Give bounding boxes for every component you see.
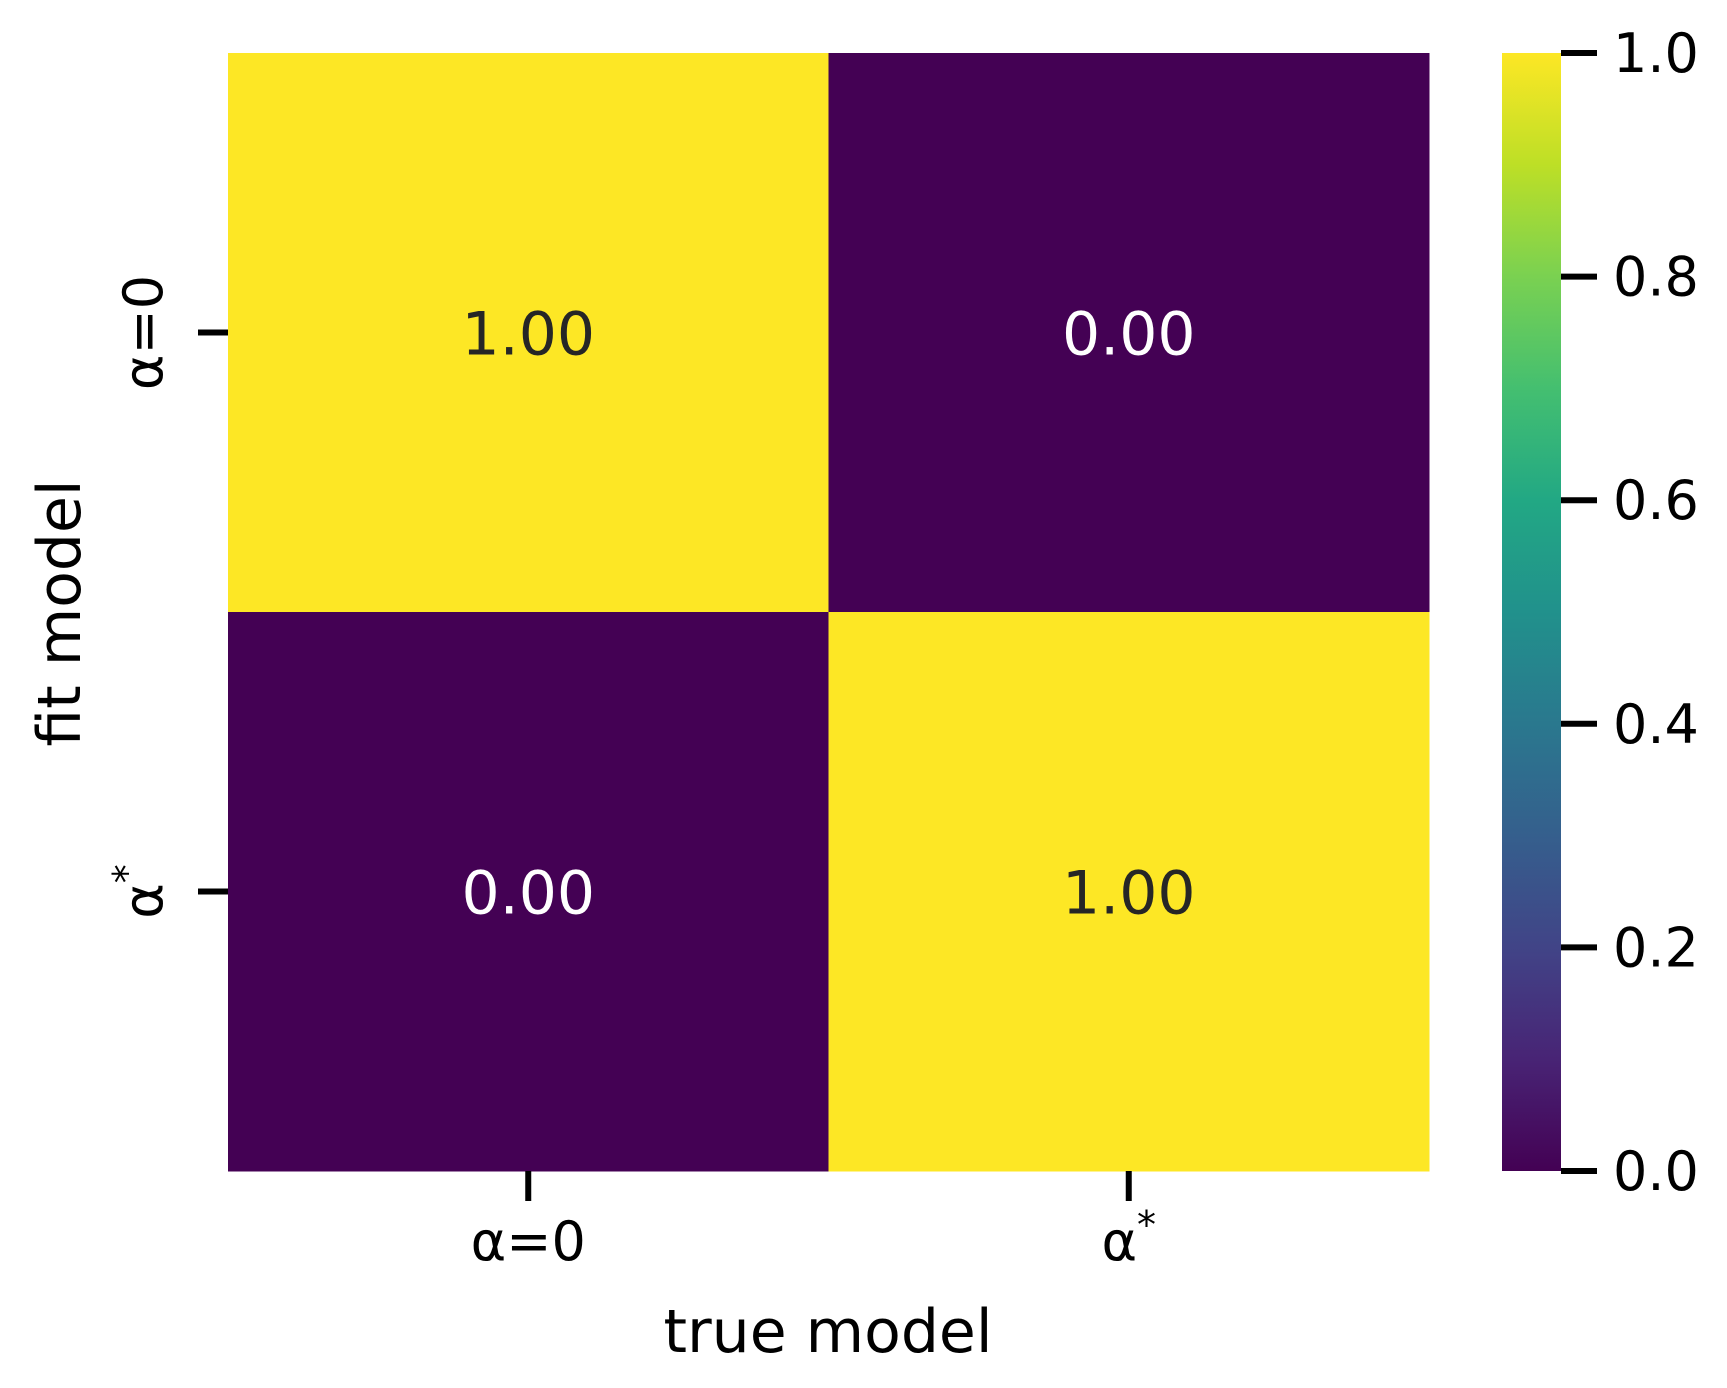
y-axis-title: fit model xyxy=(25,479,95,746)
x-tick-label: α=0 xyxy=(471,1210,586,1273)
colorbar xyxy=(1502,53,1561,1171)
colorbar-tick-label: 0.4 xyxy=(1613,693,1699,756)
heatmap-cells xyxy=(228,53,1430,1172)
x-axis-title: true model xyxy=(663,1297,992,1367)
colorbar-ticks: 0.0 0.2 0.4 0.6 0.8 1.0 xyxy=(1561,22,1699,1203)
colorbar-tick-label: 1.0 xyxy=(1613,22,1699,85)
y-axis-ticks: α=0 α* xyxy=(105,275,228,919)
cell-value-label: 0.00 xyxy=(461,859,595,929)
colorbar-tick-label: 0.6 xyxy=(1613,469,1699,532)
x-tick-label: α* xyxy=(1101,1203,1156,1273)
colorbar-tick-label: 0.0 xyxy=(1613,1140,1699,1203)
y-tick-label: α* xyxy=(105,864,175,919)
colorbar-tick-label: 0.8 xyxy=(1613,246,1699,309)
colorbar-tick-label: 0.2 xyxy=(1613,916,1699,979)
y-tick-label: α=0 xyxy=(112,275,175,390)
cell-value-label: 1.00 xyxy=(461,300,595,370)
cell-value-label: 1.00 xyxy=(1062,859,1196,929)
x-axis-ticks: α=0 α* xyxy=(471,1171,1156,1273)
cell-value-label: 0.00 xyxy=(1062,300,1196,370)
